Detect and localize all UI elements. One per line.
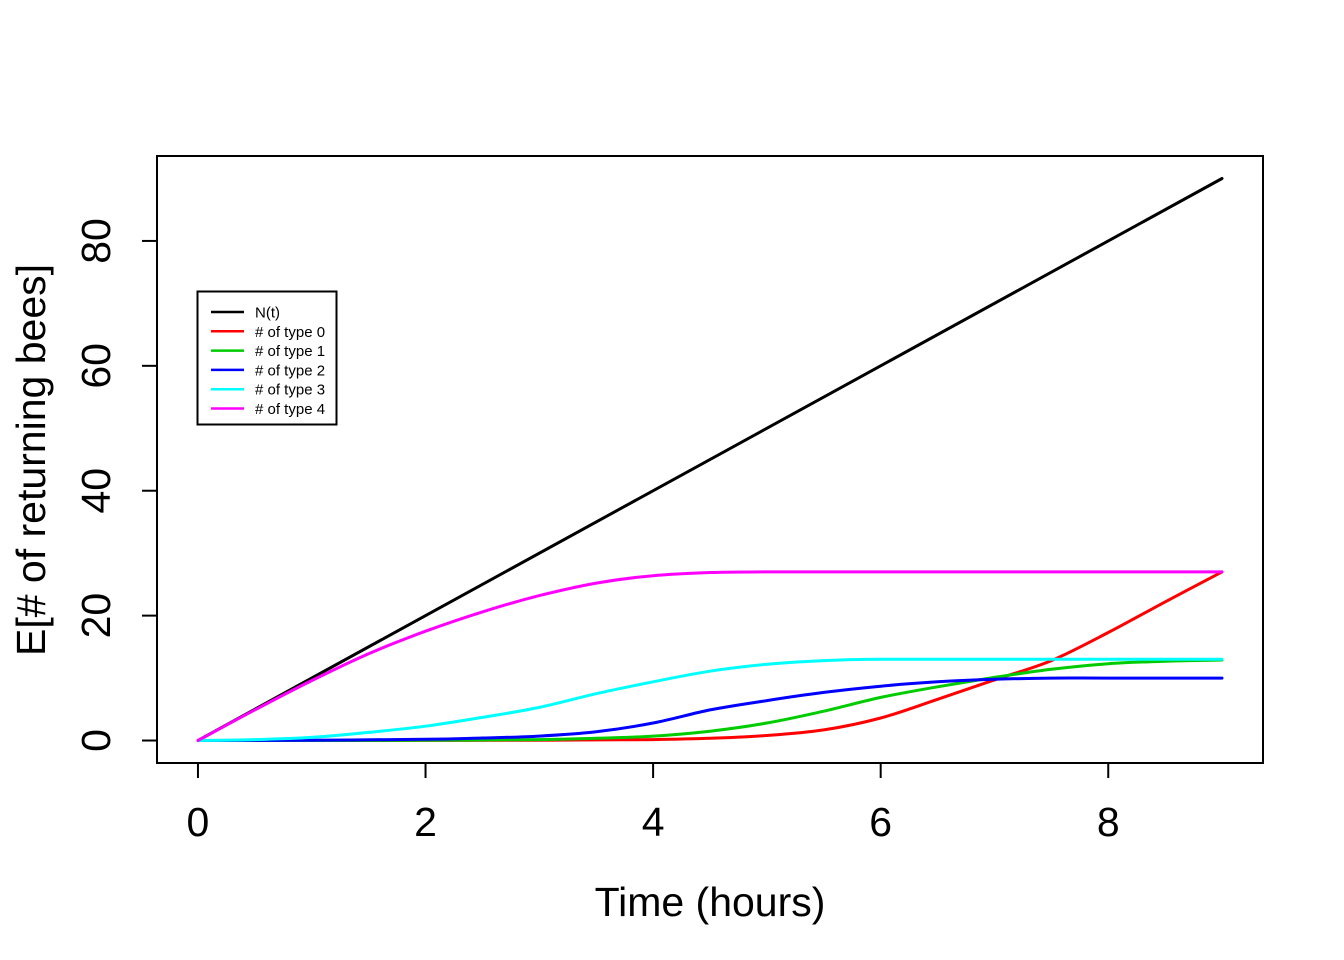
y-tick-label: 0	[73, 729, 119, 752]
x-tick-label: 4	[642, 799, 665, 845]
legend-box	[196, 290, 338, 426]
legend-entry-label: # of type 3	[255, 382, 325, 399]
legend-entry-label: # of type 2	[255, 362, 325, 379]
y-tick-label: 80	[73, 218, 119, 264]
legend: N(t) # of type 0 # of type 1 # of type 2 # o…	[196, 290, 338, 426]
x-tick-label: 8	[1097, 799, 1120, 845]
y-tick-label: 40	[73, 468, 119, 514]
series-line-0	[196, 177, 1224, 742]
legend-entry-label: # of type 1	[255, 343, 325, 360]
series-line-3	[196, 676, 1224, 742]
series-line-4	[196, 657, 1224, 742]
legend-entry-label: # of type 0	[255, 324, 325, 341]
legend-entry-label: N(t)	[255, 305, 280, 322]
x-tick-label: 6	[869, 799, 892, 845]
x-tick-label: 0	[187, 799, 210, 845]
series-lines	[196, 177, 1224, 743]
x-axis-label: Time (hours)	[595, 879, 826, 925]
plot-box	[156, 155, 1264, 764]
y-tick-label: 20	[73, 593, 119, 639]
y-axis-label: E[# of returning bees]	[8, 264, 54, 656]
legend-entry-label: # of type 4	[255, 401, 325, 418]
y-tick-label: 60	[73, 343, 119, 389]
x-tick-label: 2	[414, 799, 437, 845]
series-line-5	[196, 570, 1224, 742]
